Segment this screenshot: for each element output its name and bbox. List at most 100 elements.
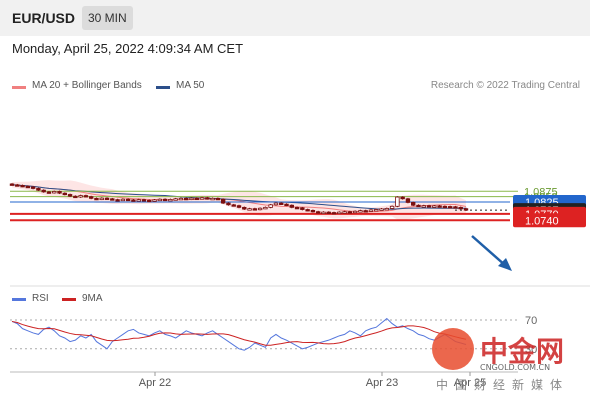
candle-body bbox=[432, 205, 437, 208]
candle-body bbox=[189, 197, 194, 201]
rsi-ma-legend-swatch bbox=[62, 298, 76, 301]
candle-body bbox=[273, 202, 279, 206]
candle-body bbox=[115, 199, 120, 202]
candle-body bbox=[300, 207, 305, 210]
candle-body bbox=[178, 197, 184, 201]
candle-body bbox=[41, 189, 46, 193]
candle-body bbox=[252, 208, 258, 211]
candle-body bbox=[453, 206, 458, 209]
candle-body bbox=[136, 199, 141, 202]
candle-body bbox=[421, 205, 426, 208]
timeframe-badge[interactable]: 30 MIN bbox=[82, 6, 133, 30]
ma50-legend-swatch bbox=[156, 86, 170, 89]
candle-body bbox=[363, 210, 368, 213]
candle-body bbox=[104, 197, 110, 201]
cngold-logo-icon bbox=[432, 328, 474, 370]
timestamp: Monday, April 25, 2022 4:09:34 AM CET bbox=[12, 41, 244, 56]
candle-body bbox=[389, 205, 395, 209]
candle-body bbox=[88, 196, 94, 199]
candle-body bbox=[52, 191, 57, 194]
candle-body bbox=[268, 204, 273, 208]
candle-body bbox=[257, 207, 263, 211]
candle-body bbox=[342, 211, 347, 214]
rsi-tick-30: 30 bbox=[525, 344, 537, 356]
candle-body bbox=[426, 205, 432, 208]
candle-body bbox=[310, 209, 316, 213]
candle-body bbox=[94, 197, 99, 201]
candle-body bbox=[9, 183, 15, 186]
candle-body bbox=[400, 196, 405, 200]
ma20-legend: MA 20 + Bollinger Bands bbox=[32, 80, 142, 91]
candle-body bbox=[131, 199, 136, 202]
candle-body bbox=[247, 208, 252, 211]
candle-body bbox=[242, 206, 247, 210]
candle-body bbox=[62, 192, 67, 196]
candle-body bbox=[220, 198, 226, 204]
candle-body bbox=[157, 198, 163, 202]
candle-body bbox=[205, 197, 210, 200]
candle-body bbox=[46, 191, 52, 194]
candle-body bbox=[305, 209, 310, 212]
candle-body bbox=[315, 211, 321, 214]
candle-body bbox=[263, 206, 268, 210]
chart-header: EUR/USD 30 MIN bbox=[0, 0, 590, 36]
candle-body bbox=[194, 197, 199, 201]
candle-body bbox=[321, 211, 326, 215]
candle-body bbox=[289, 204, 294, 208]
candle-body bbox=[57, 191, 62, 194]
candle-body bbox=[379, 208, 384, 211]
ma50-legend: MA 50 bbox=[176, 80, 205, 91]
candle-body bbox=[25, 185, 31, 189]
candle-body bbox=[125, 198, 131, 202]
candle-body bbox=[141, 199, 147, 202]
watermark-brand: 中金网 bbox=[480, 335, 565, 368]
rsi-ma-line bbox=[11, 320, 467, 346]
level-tag-1.0740 bbox=[513, 213, 586, 228]
candle-body bbox=[294, 206, 300, 210]
x-tick-label: Apr 22 bbox=[139, 377, 171, 389]
candle-body bbox=[30, 186, 36, 189]
candle-body bbox=[147, 199, 152, 203]
candle-body bbox=[210, 197, 215, 201]
candle-body bbox=[416, 204, 421, 208]
candle-body bbox=[279, 202, 284, 205]
forecast-arrow-head bbox=[498, 258, 512, 271]
candle-body bbox=[326, 211, 331, 215]
ma20-legend-swatch bbox=[12, 86, 26, 89]
x-tick-label: Apr 25 bbox=[454, 377, 486, 389]
candle-body bbox=[99, 197, 104, 201]
forecast-arrow-line bbox=[471, 235, 507, 267]
watermark-url: CNGOLD.COM.CN bbox=[480, 363, 551, 372]
symbol-label: EUR/USD bbox=[12, 10, 76, 26]
candle-body bbox=[352, 210, 358, 214]
rsi-ma-legend: 9MA bbox=[82, 293, 103, 304]
candle-body bbox=[36, 188, 41, 191]
candle-body bbox=[405, 198, 411, 203]
candle-body bbox=[110, 198, 115, 201]
rsi-legend: RSI bbox=[32, 293, 49, 304]
candle-body bbox=[184, 197, 189, 201]
rsi-legend-swatch bbox=[12, 298, 26, 301]
candle-body bbox=[231, 204, 236, 207]
candle-body bbox=[442, 205, 448, 209]
x-tick-label: Apr 23 bbox=[366, 377, 398, 389]
candle-body bbox=[83, 195, 89, 198]
candle-body bbox=[78, 195, 83, 198]
candle-body bbox=[215, 197, 221, 201]
candle-body bbox=[463, 208, 469, 211]
candle-body bbox=[331, 212, 337, 215]
candle-body bbox=[411, 202, 416, 206]
candle-body bbox=[347, 211, 353, 214]
candle-body bbox=[395, 196, 400, 207]
candle-body bbox=[199, 197, 205, 200]
rsi-line bbox=[11, 317, 467, 351]
candle-body bbox=[447, 206, 453, 209]
watermark-tagline: 中国财经新媒体 bbox=[436, 378, 570, 392]
candle-body bbox=[168, 199, 173, 202]
candle-body bbox=[162, 198, 168, 202]
candle-body bbox=[73, 195, 78, 199]
level-label-1.0740: 1.0740 bbox=[525, 215, 559, 227]
candle-body bbox=[337, 211, 342, 215]
candle-body bbox=[374, 209, 379, 212]
